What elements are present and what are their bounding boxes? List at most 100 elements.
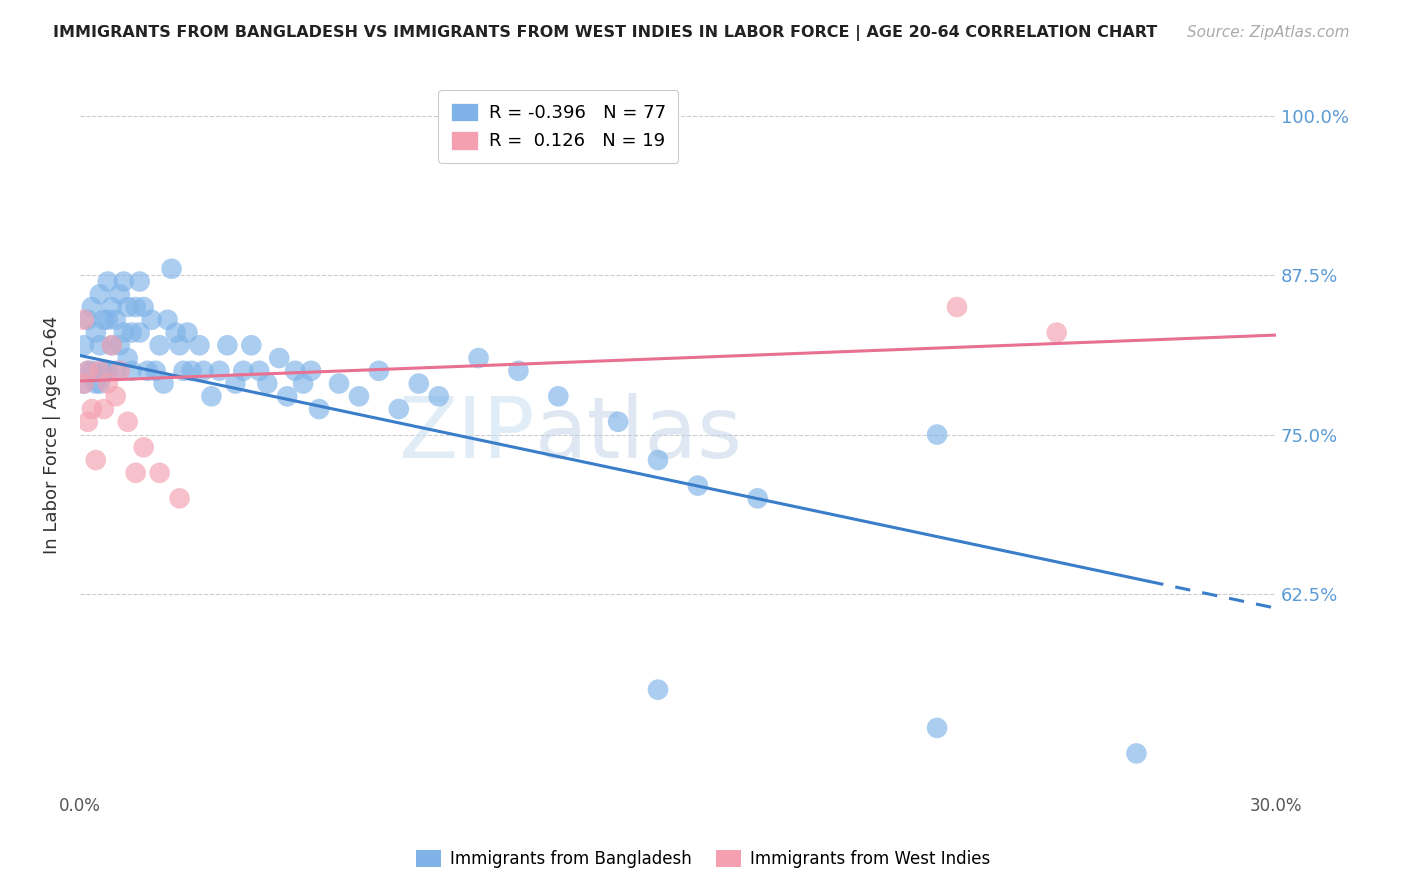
Point — [132, 300, 155, 314]
Point — [328, 376, 350, 391]
Point — [256, 376, 278, 391]
Point — [149, 466, 172, 480]
Point — [93, 402, 115, 417]
Point — [145, 364, 167, 378]
Point — [247, 364, 270, 378]
Point — [104, 364, 127, 378]
Point — [367, 364, 389, 378]
Point — [121, 326, 143, 340]
Point — [84, 326, 107, 340]
Point — [1046, 326, 1069, 340]
Point — [89, 376, 111, 391]
Y-axis label: In Labor Force | Age 20-64: In Labor Force | Age 20-64 — [44, 316, 60, 554]
Point — [925, 427, 948, 442]
Point — [80, 364, 103, 378]
Point — [141, 312, 163, 326]
Point — [156, 312, 179, 326]
Point — [84, 376, 107, 391]
Point — [89, 364, 111, 378]
Point — [176, 326, 198, 340]
Point — [946, 300, 969, 314]
Point — [93, 312, 115, 326]
Point — [121, 364, 143, 378]
Point — [308, 402, 330, 417]
Point — [173, 364, 195, 378]
Point — [73, 376, 96, 391]
Point — [299, 364, 322, 378]
Point — [89, 287, 111, 301]
Point — [76, 364, 98, 378]
Legend: R = -0.396   N = 77, R =  0.126   N = 19: R = -0.396 N = 77, R = 0.126 N = 19 — [439, 90, 679, 163]
Point — [117, 351, 139, 365]
Point — [925, 721, 948, 735]
Point — [128, 275, 150, 289]
Point — [125, 300, 148, 314]
Point — [269, 351, 291, 365]
Point — [292, 376, 315, 391]
Point — [93, 364, 115, 378]
Point — [89, 338, 111, 352]
Point — [108, 338, 131, 352]
Point — [76, 415, 98, 429]
Text: IMMIGRANTS FROM BANGLADESH VS IMMIGRANTS FROM WEST INDIES IN LABOR FORCE | AGE 2: IMMIGRANTS FROM BANGLADESH VS IMMIGRANTS… — [53, 25, 1157, 41]
Point — [647, 453, 669, 467]
Point — [149, 338, 172, 352]
Point — [240, 338, 263, 352]
Point — [76, 312, 98, 326]
Point — [108, 364, 131, 378]
Point — [165, 326, 187, 340]
Point — [547, 389, 569, 403]
Point — [76, 364, 98, 378]
Point — [408, 376, 430, 391]
Point — [152, 376, 174, 391]
Point — [97, 312, 120, 326]
Point — [104, 389, 127, 403]
Point — [80, 300, 103, 314]
Point — [284, 364, 307, 378]
Point — [276, 389, 298, 403]
Point — [125, 466, 148, 480]
Point — [97, 364, 120, 378]
Point — [80, 402, 103, 417]
Point — [467, 351, 489, 365]
Point — [347, 389, 370, 403]
Point — [169, 338, 191, 352]
Point — [188, 338, 211, 352]
Text: Source: ZipAtlas.com: Source: ZipAtlas.com — [1187, 25, 1350, 40]
Text: atlas: atlas — [534, 393, 742, 476]
Point — [104, 312, 127, 326]
Point — [112, 326, 135, 340]
Point — [136, 364, 159, 378]
Point — [427, 389, 450, 403]
Point — [97, 275, 120, 289]
Point — [169, 491, 191, 506]
Text: ZIP: ZIP — [398, 393, 534, 476]
Point — [686, 478, 709, 492]
Point — [647, 682, 669, 697]
Point — [224, 376, 246, 391]
Point — [84, 453, 107, 467]
Point — [200, 389, 222, 403]
Point — [100, 300, 122, 314]
Point — [73, 376, 96, 391]
Point — [607, 415, 630, 429]
Legend: Immigrants from Bangladesh, Immigrants from West Indies: Immigrants from Bangladesh, Immigrants f… — [409, 843, 997, 875]
Point — [208, 364, 231, 378]
Point — [1125, 747, 1147, 761]
Point — [100, 338, 122, 352]
Point — [117, 415, 139, 429]
Point — [73, 338, 96, 352]
Point — [108, 287, 131, 301]
Point — [747, 491, 769, 506]
Point — [388, 402, 411, 417]
Point — [232, 364, 254, 378]
Point — [193, 364, 215, 378]
Point — [100, 338, 122, 352]
Point — [73, 312, 96, 326]
Point — [117, 300, 139, 314]
Point — [128, 326, 150, 340]
Point — [160, 261, 183, 276]
Point — [97, 376, 120, 391]
Point — [180, 364, 202, 378]
Point — [508, 364, 530, 378]
